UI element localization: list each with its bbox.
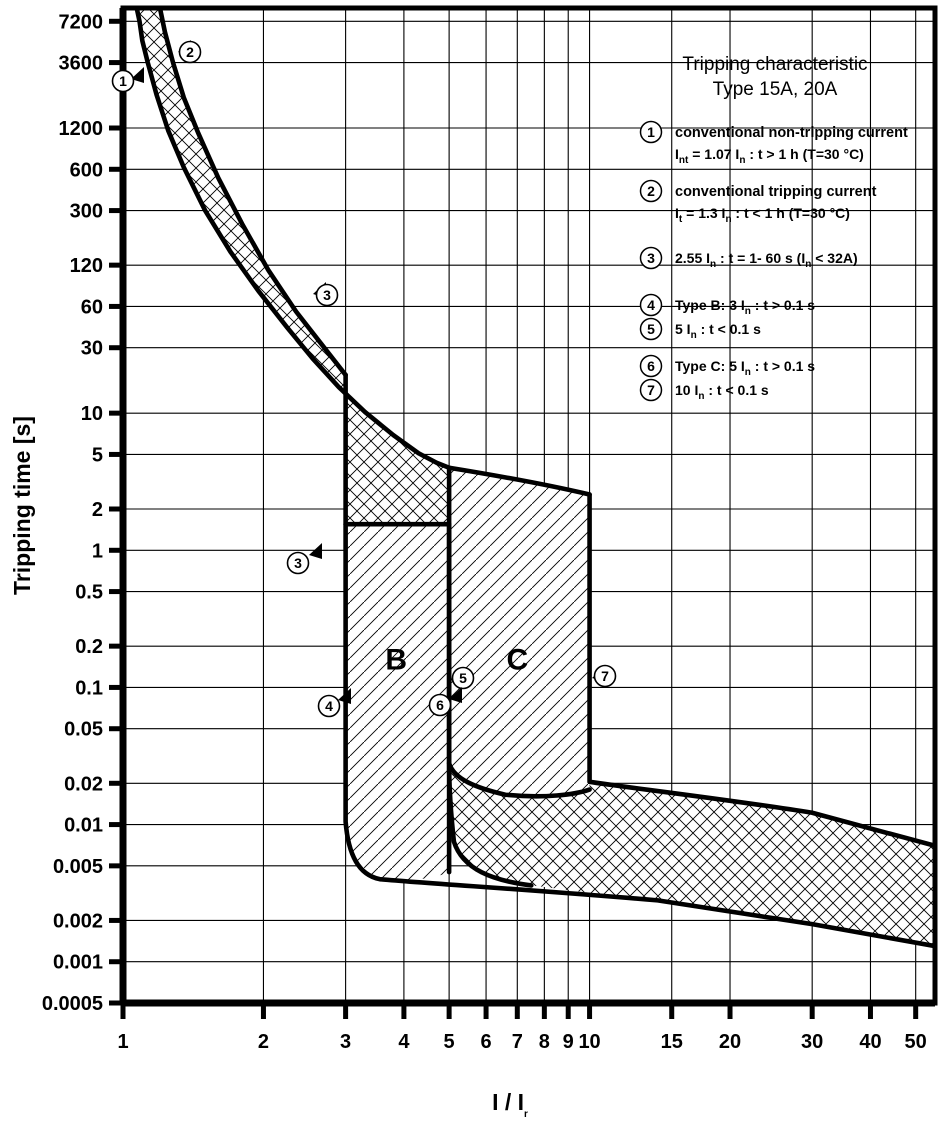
legend-line2: Type C: 5 In : t > 0.1 s bbox=[675, 358, 815, 378]
marker-6: 6 bbox=[428, 687, 462, 717]
y-tick-label: 0.0005 bbox=[42, 993, 103, 1015]
x-tick-label: 15 bbox=[661, 1031, 683, 1053]
y-tick-label: 120 bbox=[70, 255, 103, 277]
legend-line1: conventional non-tripping current bbox=[675, 125, 908, 141]
legend-line2: 2.55 In : t = 1- 60 s (In < 32A) bbox=[675, 250, 858, 270]
zone-c-band bbox=[449, 467, 590, 797]
y-tick-label: 0.02 bbox=[64, 773, 103, 795]
svg-text:7: 7 bbox=[647, 382, 655, 398]
zone-b-tail bbox=[345, 821, 450, 881]
x-tick-label: 20 bbox=[719, 1031, 741, 1053]
y-axis-ticks: 7200 3600 1200 600 300 120 60 30 10 5 2 1 0.5 0.2 0.1 0… bbox=[42, 11, 123, 1015]
marker-1: 1 bbox=[111, 67, 144, 93]
svg-text:3: 3 bbox=[294, 555, 302, 571]
legend-item-2: 2 conventional tripping current It = 1.3 I… bbox=[639, 179, 877, 225]
curve-mag-upper-knee bbox=[446, 760, 592, 799]
y-tick-label: 0.01 bbox=[64, 815, 103, 837]
zone-label-c: C bbox=[506, 643, 528, 676]
y-tick-label: 1200 bbox=[59, 118, 104, 140]
svg-text:2: 2 bbox=[647, 183, 655, 199]
thermal-band bbox=[136, 8, 450, 525]
legend-item-3: 3 2.55 In : t = 1- 60 s (In < 32A) bbox=[639, 246, 858, 270]
legend-item-5: 5 5 In : t < 0.1 s bbox=[639, 317, 761, 341]
x-tick-label: 3 bbox=[340, 1031, 351, 1053]
y-tick-label: 0.001 bbox=[53, 952, 103, 974]
legend-line2: Type B: 3 In : t > 0.1 s bbox=[675, 297, 815, 317]
svg-text:1: 1 bbox=[119, 73, 127, 89]
y-axis-title: Tripping time [s] bbox=[9, 416, 35, 595]
legend-line2: It = 1.3 In : t < 1 h (T=30 °C) bbox=[675, 205, 850, 225]
svg-text:7: 7 bbox=[601, 668, 609, 684]
x-tick-label: 30 bbox=[801, 1031, 823, 1053]
curve-b-left-and-fast-tail bbox=[343, 372, 935, 949]
legend-item-1: 1 conventional non-tripping current Int = … bbox=[639, 120, 908, 166]
legend-item-7: 7 10 In : t < 0.1 s bbox=[639, 378, 769, 402]
y-tick-label: 0.002 bbox=[53, 910, 103, 932]
y-tick-label: 10 bbox=[81, 403, 103, 425]
x-tick-label: 10 bbox=[578, 1031, 600, 1053]
legend-title: Tripping characteristic bbox=[682, 54, 867, 75]
svg-text:4: 4 bbox=[325, 698, 333, 714]
y-tick-label: 60 bbox=[81, 296, 103, 318]
y-tick-label: 0.2 bbox=[75, 636, 103, 658]
curve-thermal-upper bbox=[134, 8, 592, 497]
svg-text:3: 3 bbox=[323, 287, 331, 303]
y-tick-label: 30 bbox=[81, 338, 103, 360]
x-tick-label: 50 bbox=[905, 1031, 927, 1053]
zone-label-b: B bbox=[385, 643, 407, 676]
zone-b-band bbox=[345, 524, 450, 881]
svg-text:5: 5 bbox=[647, 321, 655, 337]
y-tick-label: 600 bbox=[70, 159, 103, 181]
legend-line2: 5 In : t < 0.1 s bbox=[675, 321, 761, 341]
marker-5: 5 bbox=[450, 666, 475, 690]
legend-line1: conventional tripping current bbox=[675, 184, 877, 200]
svg-text:2: 2 bbox=[186, 44, 194, 60]
x-tick-label: 1 bbox=[117, 1031, 128, 1053]
svg-text:6: 6 bbox=[647, 358, 655, 374]
svg-text:5: 5 bbox=[459, 670, 467, 686]
marker-3b: 3 bbox=[286, 543, 322, 575]
magnetic-tail-band bbox=[449, 763, 935, 947]
y-tick-label: 0.005 bbox=[53, 856, 103, 878]
marker-4: 4 bbox=[317, 688, 351, 718]
x-tick-label: 2 bbox=[258, 1031, 269, 1053]
curve-thermal-lower bbox=[157, 8, 348, 378]
legend-item-4: 4 Type B: 3 In : t > 0.1 s bbox=[639, 293, 815, 317]
y-tick-label: 2 bbox=[92, 499, 103, 521]
x-tick-label: 7 bbox=[512, 1031, 523, 1053]
svg-text:4: 4 bbox=[647, 297, 655, 313]
legend-item-6: 6 Type C: 5 In : t > 0.1 s bbox=[639, 354, 815, 378]
y-tick-label: 0.1 bbox=[75, 677, 103, 699]
legend-line2: 10 In : t < 0.1 s bbox=[675, 382, 769, 402]
x-tick-label: 4 bbox=[398, 1031, 410, 1053]
svg-text:1: 1 bbox=[647, 124, 655, 140]
legend-line2: Int = 1.07 In : t > 1 h (T=30 °C) bbox=[675, 146, 864, 166]
svg-text:6: 6 bbox=[436, 697, 444, 713]
y-tick-label: 300 bbox=[70, 201, 103, 223]
y-tick-label: 5 bbox=[92, 444, 103, 466]
legend-subtitle: Type 15A, 20A bbox=[713, 79, 838, 100]
y-tick-label: 0.5 bbox=[75, 582, 103, 604]
y-tick-label: 7200 bbox=[59, 11, 104, 33]
legend-panel: Tripping characteristic Type 15A, 20A 1 con… bbox=[639, 54, 908, 402]
marker-7: 7 bbox=[592, 664, 617, 688]
y-tick-label: 3600 bbox=[59, 53, 104, 75]
x-axis-ticks: 1 2 3 4 5 6 7 8 9 10 15 20 30 40 50 bbox=[117, 1003, 927, 1053]
x-axis-title: I / Ir bbox=[492, 1089, 528, 1120]
y-tick-label: 1 bbox=[92, 540, 103, 562]
x-tick-label: 9 bbox=[563, 1031, 574, 1053]
x-tick-label: 5 bbox=[444, 1031, 455, 1053]
x-tick-label: 40 bbox=[859, 1031, 881, 1053]
x-tick-label: 8 bbox=[539, 1031, 550, 1053]
marker-3a: 3 bbox=[313, 282, 339, 307]
curve-c-right-and-slow-tail bbox=[587, 492, 935, 849]
marker-2: 2 bbox=[178, 40, 202, 64]
x-tick-label: 6 bbox=[480, 1031, 491, 1053]
svg-text:3: 3 bbox=[647, 250, 655, 266]
y-tick-label: 0.05 bbox=[64, 719, 103, 741]
